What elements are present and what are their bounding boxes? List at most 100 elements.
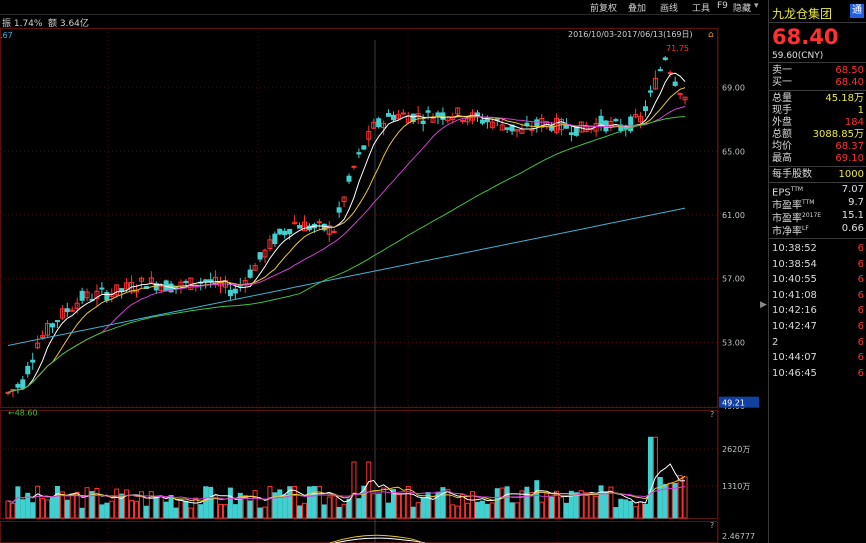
volume-bar	[633, 506, 639, 519]
candle-body	[49, 323, 55, 328]
y-tick-label: 57.00	[722, 275, 745, 284]
menu-fuquan[interactable]: 前复权	[590, 4, 618, 14]
current-price-tag	[719, 396, 759, 408]
volume-bar	[549, 496, 555, 519]
candle-body	[158, 285, 164, 292]
hide-dropdown-icon[interactable]: ▾	[754, 1, 759, 11]
volume-bar	[302, 502, 308, 519]
volume-bar	[45, 499, 51, 519]
main-pane-frame	[0, 28, 718, 408]
candle-body	[455, 107, 461, 115]
candle-body	[138, 277, 144, 282]
volume-bar	[109, 500, 115, 519]
volume-bar	[395, 494, 401, 519]
volume-ma5-line	[7, 463, 686, 504]
indicator-line	[329, 534, 421, 543]
candle-body	[460, 119, 466, 122]
volume-bar	[474, 501, 480, 519]
volume-bar	[583, 492, 589, 519]
tick-row: 10:42:16 6	[772, 305, 864, 317]
volume-bar	[440, 487, 446, 519]
candle-body	[15, 384, 21, 388]
candle-body	[499, 124, 505, 131]
menu-f9[interactable]: F9	[717, 1, 728, 11]
candle-body	[420, 120, 426, 125]
menu-overlay[interactable]: 叠加	[628, 4, 647, 14]
volume-bar	[554, 490, 560, 519]
candle-body	[371, 121, 377, 129]
volume-bar	[49, 496, 55, 519]
kline-chart[interactable]: 69.0065.0061.0057.0053.0049.002016/10/03…	[0, 28, 760, 543]
volume-bar	[198, 504, 204, 519]
volume-bar	[509, 502, 515, 519]
candle-body	[390, 114, 396, 121]
candle-body	[410, 113, 416, 123]
candle-body	[104, 291, 110, 301]
tick-row: 10:41:08 6	[772, 289, 864, 301]
candle-body	[662, 57, 668, 60]
volume-bar	[494, 488, 500, 519]
y-tick-label: 61.00	[722, 211, 745, 220]
volume-bar	[499, 487, 505, 519]
candle-body	[297, 225, 303, 229]
candle-body	[647, 90, 653, 93]
volume-bar	[89, 491, 95, 519]
candle-body	[534, 119, 540, 127]
volume-bar	[628, 500, 634, 519]
candle-body	[247, 269, 253, 278]
candle-body	[79, 290, 85, 301]
volume-bar	[470, 491, 476, 519]
volume-bar	[25, 492, 31, 519]
candle-body	[341, 196, 347, 203]
volume-bar	[143, 505, 149, 519]
stat-row: 总额 3088.85万	[772, 129, 864, 140]
menu-tools[interactable]: 工具	[692, 4, 711, 14]
volume-bar	[64, 499, 70, 519]
indicator-tick-label: 2.46777	[722, 532, 755, 541]
candle-body	[331, 230, 337, 234]
volume-bar	[346, 498, 352, 519]
volume-bar	[292, 485, 298, 519]
candle-body	[568, 132, 574, 136]
volume-bar	[69, 493, 75, 519]
candle-body	[302, 221, 308, 232]
candle-body	[578, 121, 584, 133]
volume-bar	[218, 503, 224, 519]
collapse-panel-icon[interactable]: ▶	[760, 300, 767, 310]
indicator-line	[334, 537, 426, 543]
volume-bar	[563, 502, 569, 519]
volume-bar	[262, 506, 268, 519]
volume-bar	[153, 496, 159, 519]
candle-body	[539, 118, 545, 128]
volume-bar	[539, 501, 545, 519]
chart-toolbar: 前复权 叠加 画线 工具 F9 隐藏 ▾	[0, 0, 760, 15]
volume-bar	[484, 503, 490, 519]
candle-body	[84, 291, 90, 299]
volume-bar	[573, 492, 579, 519]
volume-bar	[489, 502, 495, 519]
volume-bar	[415, 502, 421, 519]
volume-bar	[376, 493, 382, 519]
candle-body	[440, 112, 446, 120]
candle-body	[628, 116, 634, 132]
volume-bar	[321, 504, 327, 519]
volume-bar	[311, 486, 317, 519]
connect-badge[interactable]: 通	[850, 4, 864, 18]
candle-body	[277, 228, 283, 235]
volume-bar	[188, 507, 194, 519]
candle-body	[356, 152, 362, 155]
volume-bar	[124, 489, 130, 519]
candle-body	[633, 114, 639, 118]
volume-bar	[287, 486, 293, 519]
candle-body	[54, 320, 60, 323]
menu-draw[interactable]: 画线	[660, 4, 679, 14]
candle-body	[623, 126, 629, 130]
menu-hide[interactable]: 隐藏	[733, 4, 752, 14]
candle-body	[45, 322, 51, 336]
volume-bar	[445, 488, 451, 519]
ratio-row: 市盈率2017E 15.1	[772, 210, 864, 225]
volume-bar	[455, 505, 461, 519]
prev-close: 59.60(CNY)	[772, 51, 824, 61]
volume-bar	[183, 500, 189, 519]
volume-bar	[657, 476, 663, 519]
